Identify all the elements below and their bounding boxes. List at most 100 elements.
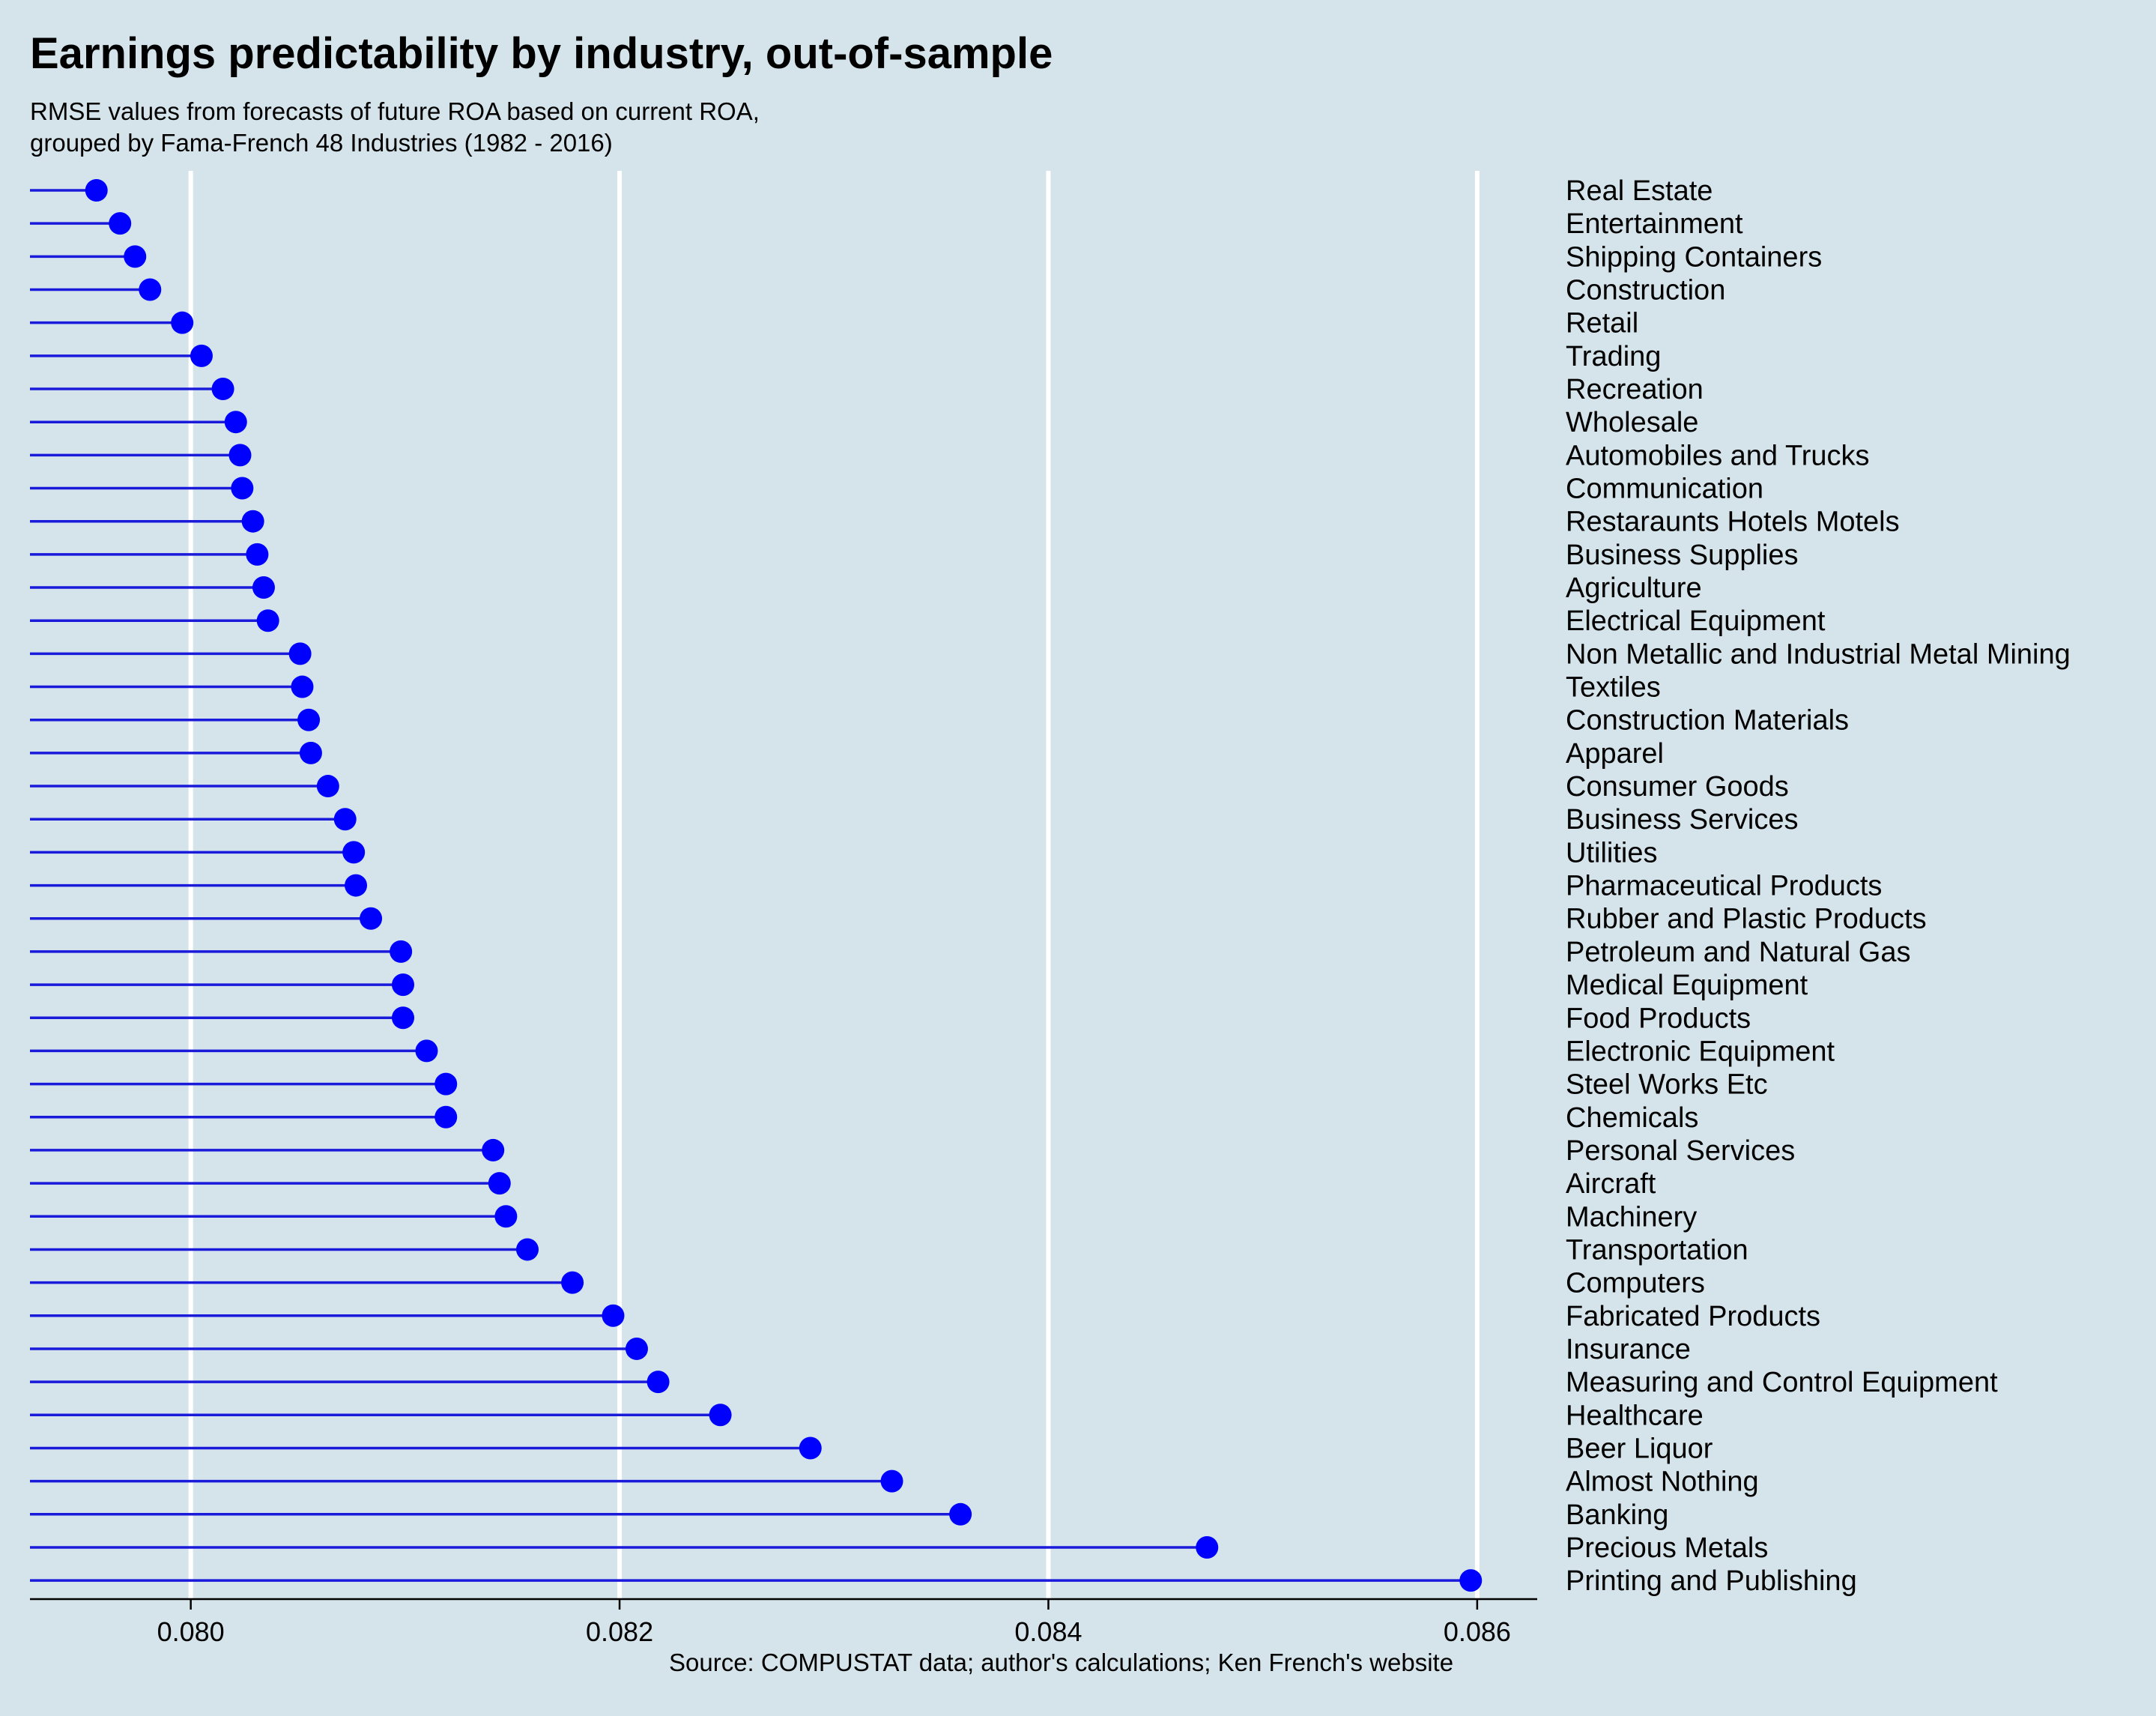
lollipop-point-15 — [291, 675, 314, 698]
lollipop-point-9 — [231, 477, 254, 500]
industry-label-24: Medical Equipment — [1566, 970, 1808, 1001]
subtitle-line-1: RMSE values from forecasts of future ROA… — [30, 97, 760, 125]
lollipop-point-42 — [1459, 1569, 1483, 1592]
industry-label-32: Transportation — [1566, 1234, 1748, 1266]
industry-label-35: Insurance — [1566, 1334, 1691, 1365]
lollipop-point-16 — [297, 708, 321, 731]
chart-title: Earnings predictability by industry, out… — [30, 29, 1053, 78]
x-tick-label-3: 0.086 — [1444, 1616, 1511, 1647]
lollipop-point-31 — [494, 1205, 518, 1228]
lollipop-marks — [30, 179, 1483, 1592]
industry-label-15: Textiles — [1566, 672, 1661, 704]
lollipop-point-2 — [124, 245, 147, 268]
industry-label-42: Printing and Publishing — [1566, 1565, 1857, 1597]
lollipop-point-20 — [342, 841, 366, 864]
industry-label-33: Computers — [1566, 1268, 1705, 1299]
industry-label-12: Agriculture — [1566, 572, 1702, 604]
lollipop-point-36 — [647, 1371, 670, 1394]
industry-label-2: Shipping Containers — [1566, 241, 1822, 273]
industry-label-40: Banking — [1566, 1499, 1668, 1531]
x-tick-label-2: 0.084 — [1014, 1616, 1082, 1647]
industry-label-13: Electrical Equipment — [1566, 605, 1826, 637]
industry-label-7: Wholesale — [1566, 407, 1698, 438]
lollipop-point-12 — [252, 576, 275, 599]
industry-label-28: Chemicals — [1566, 1102, 1698, 1134]
lollipop-point-32 — [515, 1238, 539, 1261]
lollipop-point-34 — [602, 1304, 625, 1327]
lollipop-point-10 — [241, 510, 264, 533]
lollipop-point-4 — [171, 311, 194, 334]
industry-label-29: Personal Services — [1566, 1135, 1795, 1167]
lollipop-point-0 — [85, 179, 108, 202]
x-tick-label-0: 0.080 — [157, 1616, 225, 1647]
industry-label-23: Petroleum and Natural Gas — [1566, 937, 1910, 968]
lollipop-point-1 — [109, 212, 132, 235]
industry-label-18: Consumer Goods — [1566, 771, 1789, 803]
lollipop-point-18 — [316, 775, 339, 798]
industry-label-14: Non Metallic and Industrial Metal Mining — [1566, 638, 2071, 670]
industry-label-0: Real Estate — [1566, 175, 1713, 207]
industry-label-5: Trading — [1566, 341, 1661, 372]
lollipop-point-8 — [228, 444, 252, 467]
industry-label-19: Business Services — [1566, 804, 1798, 836]
industry-label-34: Fabricated Products — [1566, 1301, 1820, 1332]
industry-label-11: Business Supplies — [1566, 540, 1799, 571]
industry-label-4: Retail — [1566, 308, 1638, 339]
industry-label-26: Electronic Equipment — [1566, 1036, 1835, 1067]
industry-label-22: Rubber and Plastic Products — [1566, 904, 1927, 935]
lollipop-point-25 — [391, 1006, 414, 1030]
lollipop-point-7 — [224, 411, 247, 434]
lollipop-point-37 — [709, 1404, 732, 1427]
lollipop-point-17 — [299, 741, 322, 764]
industry-label-6: Recreation — [1566, 374, 1704, 405]
industry-label-20: Utilities — [1566, 837, 1657, 868]
lollipop-point-38 — [799, 1436, 822, 1460]
industry-label-16: Construction Materials — [1566, 705, 1849, 737]
lollipop-point-33 — [561, 1271, 584, 1294]
lollipop-point-23 — [390, 940, 413, 963]
lollipop-point-13 — [256, 609, 279, 632]
lollipop-point-27 — [434, 1072, 458, 1096]
industry-label-30: Aircraft — [1566, 1168, 1656, 1200]
lollipop-point-24 — [391, 973, 414, 997]
industry-label-39: Almost Nothing — [1566, 1466, 1759, 1498]
chart-subtitle: RMSE values from forecasts of future ROA… — [30, 96, 760, 159]
industry-label-38: Beer Liquor — [1566, 1433, 1713, 1464]
x-tick-label-1: 0.082 — [586, 1616, 653, 1647]
industry-label-17: Apparel — [1566, 738, 1664, 770]
lollipop-point-26 — [415, 1039, 438, 1063]
lollipop-point-21 — [345, 874, 368, 897]
chart-caption: Source: COMPUSTAT data; author's calcula… — [669, 1649, 1454, 1676]
industry-label-27: Steel Works Etc — [1566, 1069, 1768, 1101]
subtitle-line-2: grouped by Fama-French 48 Industries (19… — [30, 129, 613, 157]
lollipop-point-35 — [625, 1337, 648, 1360]
industry-label-10: Restaraunts Hotels Motels — [1566, 507, 1900, 538]
industry-label-8: Automobiles and Trucks — [1566, 440, 1870, 471]
lollipop-point-39 — [880, 1469, 903, 1493]
lollipop-point-14 — [288, 642, 312, 665]
industry-label-41: Precious Metals — [1566, 1532, 1768, 1564]
lollipop-point-19 — [333, 808, 357, 831]
lollipop-point-28 — [434, 1105, 458, 1129]
lollipop-point-40 — [949, 1502, 972, 1526]
industry-label-31: Machinery — [1566, 1201, 1697, 1233]
industry-label-36: Measuring and Control Equipment — [1566, 1367, 1998, 1398]
lollipop-point-29 — [482, 1138, 505, 1161]
gridlines — [188, 171, 1480, 1599]
lollipop-point-3 — [139, 278, 162, 301]
lollipop-point-5 — [190, 344, 213, 367]
industry-label-25: Food Products — [1566, 1003, 1751, 1034]
industry-label-9: Communication — [1566, 474, 1763, 505]
x-axis: 0.080 0.082 0.084 0.086 — [30, 1598, 1537, 1647]
industry-label-3: Construction — [1566, 275, 1725, 306]
lollipop-point-30 — [488, 1172, 511, 1195]
lollipop-point-41 — [1196, 1535, 1219, 1559]
industry-label-37: Healthcare — [1566, 1400, 1704, 1431]
lollipop-point-6 — [211, 378, 234, 401]
lollipop-point-22 — [360, 907, 383, 930]
industry-label-1: Entertainment — [1566, 208, 1743, 240]
lollipop-point-11 — [246, 543, 269, 566]
industry-label-21: Pharmaceutical Products — [1566, 871, 1882, 902]
